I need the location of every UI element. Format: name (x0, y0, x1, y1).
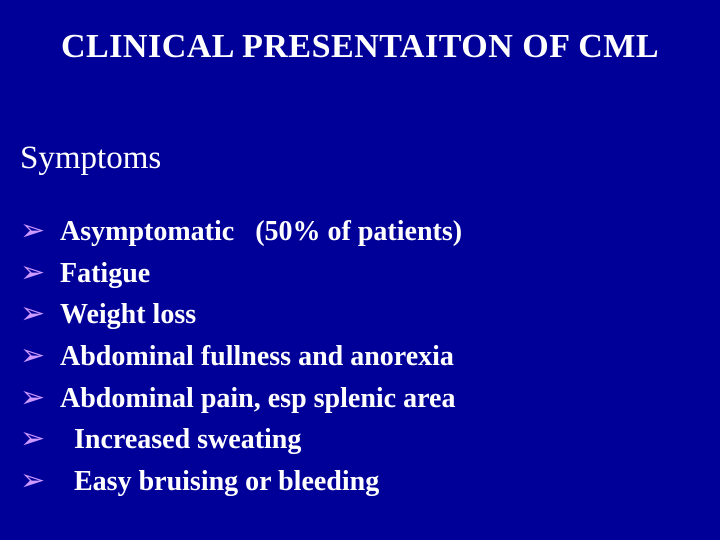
arrow-bullet-icon: ➢ (20, 460, 60, 501)
arrow-bullet-icon: ➢ (20, 377, 60, 418)
list-item-text: Abdominal fullness and anorexia (60, 338, 454, 377)
arrow-bullet-icon: ➢ (20, 418, 60, 459)
slide-title: CLINICAL PRESENTAITON OF CML (0, 28, 720, 66)
arrow-bullet-icon: ➢ (20, 335, 60, 376)
arrow-bullet-icon: ➢ (20, 293, 60, 334)
list-item: ➢ Abdominal pain, esp splenic area (20, 377, 462, 419)
list-item: ➢ Abdominal fullness and anorexia (20, 335, 462, 377)
arrow-bullet-icon: ➢ (20, 210, 60, 251)
list-item: ➢ Easy bruising or bleeding (20, 460, 462, 502)
list-item-text: Increased sweating (60, 421, 301, 460)
list-item: ➢ Weight loss (20, 293, 462, 335)
list-item: ➢ Asymptomatic (50% of patients) (20, 210, 462, 252)
list-item-text: Asymptomatic (50% of patients) (60, 213, 462, 252)
list-item: ➢ Fatigue (20, 252, 462, 294)
list-item-text: Abdominal pain, esp splenic area (60, 380, 455, 419)
arrow-bullet-icon: ➢ (20, 252, 60, 293)
list-item-text: Easy bruising or bleeding (60, 463, 379, 502)
list-item-text: Weight loss (60, 296, 196, 335)
slide: CLINICAL PRESENTAITON OF CML Symptoms ➢ … (0, 0, 720, 540)
list-item: ➢ Increased sweating (20, 418, 462, 460)
list-item-text: Fatigue (60, 255, 150, 294)
symptom-list: ➢ Asymptomatic (50% of patients) ➢ Fatig… (20, 210, 462, 501)
slide-subtitle: Symptoms (20, 140, 161, 177)
